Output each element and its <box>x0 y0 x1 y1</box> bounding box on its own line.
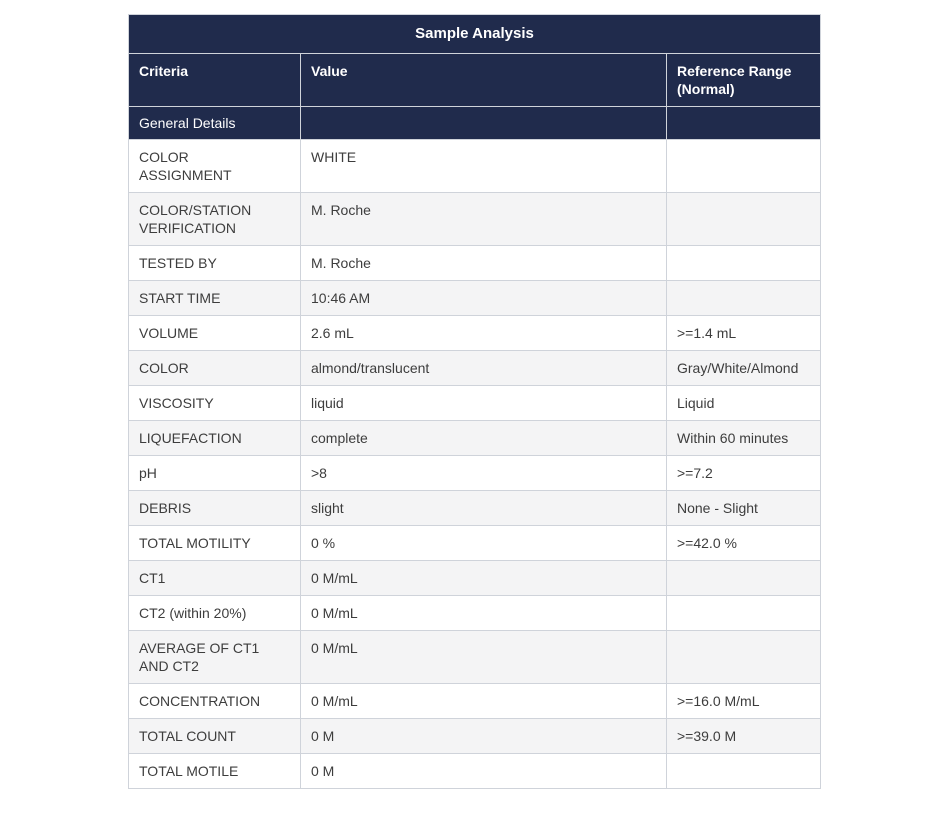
table-row: START TIME 10:46 AM <box>128 280 822 316</box>
reference-cell <box>665 753 822 789</box>
value-cell: 0 M <box>300 753 667 789</box>
reference-cell <box>665 560 822 596</box>
column-header-criteria: Criteria <box>128 53 301 107</box>
criteria-label: COLOR/STATION VERIFICATION <box>139 202 252 236</box>
table-title: Sample Analysis <box>127 14 822 54</box>
criteria-cell: VISCOSITY <box>128 385 301 421</box>
criteria-cell: CONCENTRATION <box>128 683 301 719</box>
criteria-cell: START TIME <box>128 280 301 316</box>
criteria-cell: CT2 (within 20%) <box>128 595 301 631</box>
reference-cell <box>665 192 822 246</box>
reference-cell: >=42.0 % <box>665 525 822 561</box>
criteria-label: DEBRIS <box>139 500 192 516</box>
table-row: VOLUME 2.6 mL >=1.4 mL <box>128 315 822 351</box>
criteria-label: pH <box>139 465 157 481</box>
table-row: TOTAL MOTILE 0 M <box>128 753 822 789</box>
value-cell: M. Roche <box>300 245 667 281</box>
value-cell: 0 M <box>300 718 667 754</box>
section-header-empty-cell <box>665 106 822 140</box>
criteria-cell: TOTAL MOTILE <box>128 753 301 789</box>
criteria-label: TOTAL MOTILITY <box>139 535 251 551</box>
value-cell: 10:46 AM <box>300 280 667 316</box>
criteria-cell: COLOR ASSIGNMENT <box>128 139 301 193</box>
value-cell: liquid <box>300 385 667 421</box>
table-row: CONCENTRATION 0 M/mL >=16.0 M/mL <box>128 683 822 719</box>
criteria-label: COLOR ASSIGNMENT <box>139 149 232 183</box>
criteria-cell: TOTAL MOTILITY <box>128 525 301 561</box>
criteria-label: TOTAL COUNT <box>139 728 236 744</box>
reference-cell <box>665 630 822 684</box>
value-cell: 0 % <box>300 525 667 561</box>
criteria-label: VOLUME <box>139 325 199 341</box>
criteria-cell: AVERAGE OF CT1 AND CT2 <box>128 630 301 684</box>
criteria-label: CONCENTRATION <box>139 693 261 709</box>
criteria-cell: DEBRIS <box>128 490 301 526</box>
column-header-row: Criteria Value Reference Range (Normal) <box>128 53 822 107</box>
table-row: CT2 (within 20%) 0 M/mL <box>128 595 822 631</box>
table-row: LIQUEFACTION complete Within 60 minutes <box>128 420 822 456</box>
value-cell: >8 <box>300 455 667 491</box>
table-row: TOTAL COUNT 0 M >=39.0 M <box>128 718 822 754</box>
reference-cell: >=1.4 mL <box>665 315 822 351</box>
value-cell: complete <box>300 420 667 456</box>
reference-cell <box>665 280 822 316</box>
reference-cell: Gray/White/Almond <box>665 350 822 386</box>
criteria-cell: VOLUME <box>128 315 301 351</box>
reference-cell <box>665 139 822 193</box>
value-cell: WHITE <box>300 139 667 193</box>
value-cell: 2.6 mL <box>300 315 667 351</box>
reference-cell: Within 60 minutes <box>665 420 822 456</box>
criteria-cell: TESTED BY <box>128 245 301 281</box>
table-row: DEBRIS slight None - Slight <box>128 490 822 526</box>
reference-cell <box>665 595 822 631</box>
criteria-cell: LIQUEFACTION <box>128 420 301 456</box>
column-header-reference: Reference Range (Normal) <box>665 53 822 107</box>
section-header-label: General Details <box>128 106 301 140</box>
criteria-cell: COLOR <box>128 350 301 386</box>
value-cell: almond/translucent <box>300 350 667 386</box>
value-cell: M. Roche <box>300 192 667 246</box>
criteria-cell: pH <box>128 455 301 491</box>
criteria-label: AVERAGE OF CT1 AND CT2 <box>139 640 260 674</box>
criteria-label: CT2 (within 20%) <box>139 605 247 621</box>
table-title-row: Sample Analysis <box>127 14 822 54</box>
criteria-label: CT1 <box>139 570 166 586</box>
table-row: COLOR ASSIGNMENT WHITE <box>128 139 822 193</box>
criteria-cell: TOTAL COUNT <box>128 718 301 754</box>
reference-cell: >=39.0 M <box>665 718 822 754</box>
criteria-cell: CT1 <box>128 560 301 596</box>
table-row: TESTED BY M. Roche <box>128 245 822 281</box>
table-row: COLOR/STATION VERIFICATION M. Roche <box>128 192 822 246</box>
table-row: COLOR almond/translucent Gray/White/Almo… <box>128 350 822 386</box>
criteria-label: TESTED BY <box>139 255 217 271</box>
sample-analysis-table: Sample Analysis Criteria Value Reference… <box>127 14 822 789</box>
table-row: CT1 0 M/mL <box>128 560 822 596</box>
criteria-label: TOTAL MOTILE <box>139 763 239 779</box>
table-row: pH >8 >=7.2 <box>128 455 822 491</box>
table-row: AVERAGE OF CT1 AND CT2 0 M/mL <box>128 630 822 684</box>
section-header-row: General Details <box>128 106 822 140</box>
value-cell: 0 M/mL <box>300 560 667 596</box>
criteria-label: VISCOSITY <box>139 395 214 411</box>
section-header-empty-cell <box>300 106 667 140</box>
value-cell: 0 M/mL <box>300 595 667 631</box>
reference-cell <box>665 245 822 281</box>
value-cell: 0 M/mL <box>300 683 667 719</box>
value-cell: 0 M/mL <box>300 630 667 684</box>
criteria-label: LIQUEFACTION <box>139 430 242 446</box>
criteria-label: START TIME <box>139 290 221 306</box>
reference-cell: >=7.2 <box>665 455 822 491</box>
criteria-label: COLOR <box>139 360 189 376</box>
column-header-value: Value <box>300 53 667 107</box>
reference-cell: Liquid <box>665 385 822 421</box>
reference-cell: None - Slight <box>665 490 822 526</box>
table-row: TOTAL MOTILITY 0 % >=42.0 % <box>128 525 822 561</box>
reference-cell: >=16.0 M/mL <box>665 683 822 719</box>
criteria-cell: COLOR/STATION VERIFICATION <box>128 192 301 246</box>
value-cell: slight <box>300 490 667 526</box>
table-row: VISCOSITY liquid Liquid <box>128 385 822 421</box>
